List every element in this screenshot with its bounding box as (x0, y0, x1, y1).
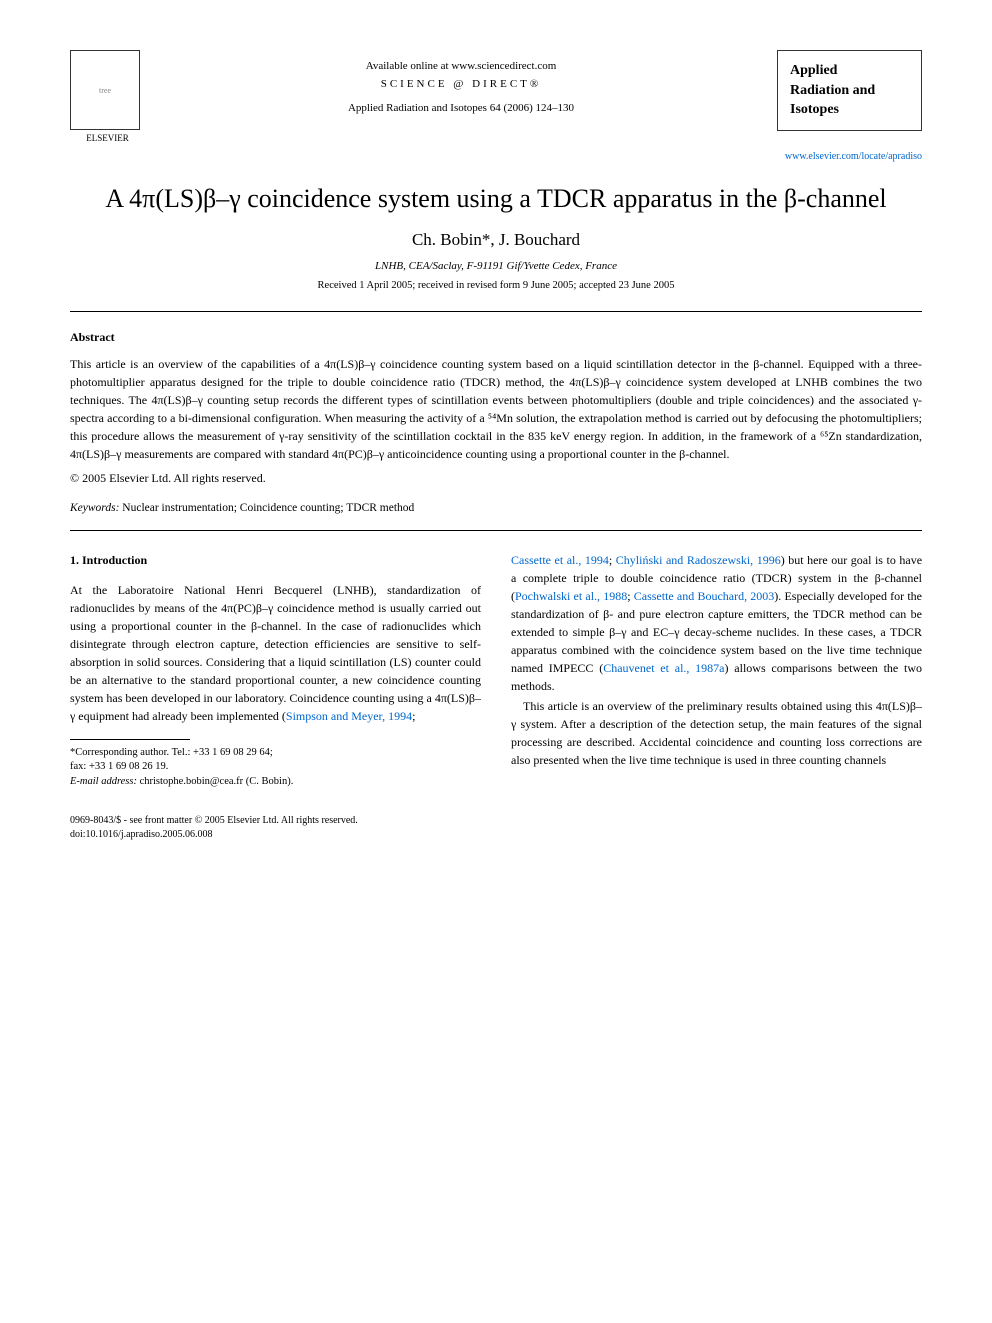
abstract-text: This article is an overview of the capab… (70, 355, 922, 463)
journal-box-l2: Radiation and (790, 81, 909, 101)
cite-pochwalski[interactable]: Pochwalski et al., 1988 (515, 589, 627, 603)
center-header: Available online at www.sciencedirect.co… (145, 50, 777, 114)
journal-info: Applied Radiation and Isotopes 64 (2006)… (145, 102, 777, 114)
footnote-rule (70, 739, 190, 740)
email-address: christophe.bobin@cea.fr (C. Bobin). (137, 776, 293, 787)
cite-chauvenet[interactable]: Chauvenet et al., 1987a (603, 661, 724, 675)
journal-box-l3: Isotopes (790, 100, 909, 120)
article-dates: Received 1 April 2005; received in revis… (70, 280, 922, 291)
col2-para1: Cassette et al., 1994; Chyliński and Rad… (511, 551, 922, 695)
copyright: © 2005 Elsevier Ltd. All rights reserved… (70, 471, 922, 486)
journal-box: Applied Radiation and Isotopes (777, 50, 922, 131)
corresponding-author: *Corresponding author. Tel.: +33 1 69 08… (70, 746, 481, 761)
intro-title: 1. Introduction (70, 551, 481, 569)
issn-line: 0969-8043/$ - see front matter © 2005 El… (70, 814, 922, 828)
rule-top (70, 311, 922, 312)
elsevier-logo: tree ELSEVIER (70, 50, 145, 143)
journal-box-l1: Applied (790, 61, 909, 81)
available-online: Available online at www.sciencedirect.co… (145, 60, 777, 72)
footer: 0969-8043/$ - see front matter © 2005 El… (70, 814, 922, 842)
abstract-title: Abstract (70, 330, 922, 345)
cite-simpson[interactable]: Simpson and Meyer, 1994 (286, 709, 412, 723)
two-column-body: 1. Introduction At the Laboratoire Natio… (70, 551, 922, 790)
journal-box-wrap: Applied Radiation and Isotopes (777, 50, 922, 131)
fax: fax: +33 1 69 08 26 19. (70, 760, 481, 775)
elsevier-label: ELSEVIER (70, 133, 145, 143)
col2-para2: This article is an overview of the preli… (511, 697, 922, 769)
email-label: E-mail address: (70, 776, 137, 787)
cite-cassette94[interactable]: Cassette et al., 1994 (511, 553, 609, 567)
email-line: E-mail address: christophe.bobin@cea.fr … (70, 775, 481, 790)
intro-para1: At the Laboratoire National Henri Becque… (70, 581, 481, 725)
keywords: Keywords: Nuclear instrumentation; Coinc… (70, 502, 922, 514)
journal-link[interactable]: www.elsevier.com/locate/apradiso (70, 151, 922, 162)
keywords-text: Nuclear instrumentation; Coincidence cou… (119, 502, 414, 514)
science-direct-logo: SCIENCE @ DIRECT® (145, 78, 777, 90)
article-title: A 4π(LS)β–γ coincidence system using a T… (70, 182, 922, 216)
keywords-label: Keywords: (70, 502, 119, 514)
col-right: Cassette et al., 1994; Chyliński and Rad… (511, 551, 922, 790)
authors: Ch. Bobin*, J. Bouchard (70, 230, 922, 250)
affiliation: LNHB, CEA/Saclay, F-91191 Gif/Yvette Ced… (70, 260, 922, 272)
footnote: *Corresponding author. Tel.: +33 1 69 08… (70, 746, 481, 790)
col-left: 1. Introduction At the Laboratoire Natio… (70, 551, 481, 790)
header-row: tree ELSEVIER Available online at www.sc… (70, 50, 922, 143)
doi-line: doi:10.1016/j.apradiso.2005.06.008 (70, 828, 922, 842)
rule-bottom (70, 530, 922, 531)
elsevier-tree-icon: tree (70, 50, 140, 130)
cite-cassette03[interactable]: Cassette and Bouchard, 2003 (634, 589, 775, 603)
cite-chylinski[interactable]: Chyliński and Radoszewski, 1996 (616, 553, 781, 567)
